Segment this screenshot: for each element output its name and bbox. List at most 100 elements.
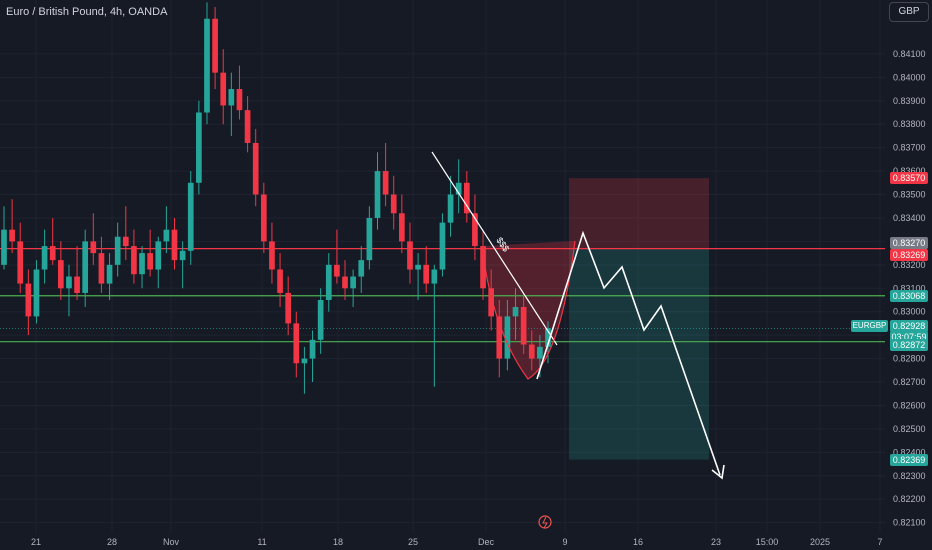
candle-body xyxy=(155,241,162,270)
candle-body xyxy=(382,171,389,195)
y-tick-label: 0.82800 xyxy=(893,354,926,364)
candle-body xyxy=(228,89,235,106)
candle-body xyxy=(455,182,462,195)
candle-body xyxy=(366,217,373,261)
y-tick-label: 0.84000 xyxy=(893,72,926,82)
candle-body xyxy=(66,276,72,289)
candle-body xyxy=(504,316,511,359)
flash-icon xyxy=(538,515,552,529)
x-tick-label: 28 xyxy=(107,537,117,547)
y-tick-label: 0.83900 xyxy=(893,96,926,106)
candle-body xyxy=(431,269,438,284)
candle-body xyxy=(212,18,218,73)
candle-body xyxy=(269,241,275,270)
candle-body xyxy=(512,307,519,317)
y-tick-label: 0.82200 xyxy=(893,494,926,504)
candle-body xyxy=(244,110,251,143)
candle-body xyxy=(334,264,340,277)
candle-body xyxy=(309,339,316,359)
candle-body xyxy=(488,288,495,317)
candle-body xyxy=(390,194,397,214)
candle-body xyxy=(187,182,194,251)
candle-body xyxy=(423,264,430,284)
price-badge: 0.82872 xyxy=(890,338,928,351)
candle-body xyxy=(277,269,283,293)
y-tick-label: 0.83600 xyxy=(893,166,926,176)
x-tick-label: Dec xyxy=(478,537,495,547)
y-tick-label: 0.83000 xyxy=(893,307,926,317)
x-tick-label: 18 xyxy=(333,537,343,547)
projection-path xyxy=(536,230,721,476)
currency-button[interactable]: GBP xyxy=(889,2,929,22)
candle-body xyxy=(480,246,486,289)
candle-body xyxy=(1,229,7,265)
candle-body xyxy=(545,328,551,347)
x-tick-label: Nov xyxy=(163,537,180,547)
x-tick-label: 15:00 xyxy=(756,537,779,547)
candle-body xyxy=(260,194,267,242)
candle-body xyxy=(74,276,80,293)
candlestick-series xyxy=(1,2,551,394)
candle-body xyxy=(163,229,170,242)
candle-body xyxy=(114,236,121,265)
candle-body xyxy=(252,142,259,195)
take-profit-zone xyxy=(569,248,709,460)
candle-body xyxy=(342,276,348,289)
candle-body xyxy=(293,323,300,364)
candle-body xyxy=(220,72,227,106)
price-badge: 0.83269 xyxy=(890,248,928,261)
candle-body xyxy=(204,18,210,113)
candle-body xyxy=(285,292,292,324)
candle-body xyxy=(496,316,503,359)
candle-body xyxy=(439,222,446,270)
candle-body xyxy=(49,246,56,261)
candle-body xyxy=(447,194,454,223)
x-tick-label: 23 xyxy=(711,537,721,547)
symbol-badge: EURGBP xyxy=(851,320,888,332)
price-badge: 0.82369 xyxy=(890,453,928,466)
candle-body xyxy=(399,213,405,242)
trade-zones xyxy=(482,178,709,460)
candle-body xyxy=(472,213,478,247)
chart-title: Euro / British Pound, 4h, OANDA xyxy=(6,6,168,18)
horizontal-lines xyxy=(0,248,885,343)
candle-body xyxy=(301,358,308,364)
x-tick-label: 2025 xyxy=(810,537,830,547)
x-tick-label: 7 xyxy=(877,537,882,547)
projection-arrowhead xyxy=(711,464,725,480)
candle-body xyxy=(317,299,324,340)
cup-arc xyxy=(481,240,576,380)
y-tick-label: 0.83700 xyxy=(893,143,926,153)
candle-body xyxy=(122,236,129,247)
y-tick-label: 0.84100 xyxy=(893,49,926,59)
candle-body xyxy=(358,260,365,277)
candle-body xyxy=(82,241,89,293)
candle-body xyxy=(407,241,413,270)
y-tick-label: 0.82500 xyxy=(893,424,926,434)
candle-body xyxy=(139,253,145,275)
x-tick-label: 25 xyxy=(408,537,418,547)
x-tick-label: 16 xyxy=(633,537,643,547)
candle-body xyxy=(350,276,356,289)
candle-body xyxy=(325,264,332,300)
candle-body xyxy=(17,241,24,284)
candle-body xyxy=(463,182,470,214)
candle-body xyxy=(415,264,421,270)
time-axis: 21 28 Nov 11 18 25 Dec 9 16 23 15:00 2025 7 xyxy=(31,537,883,547)
candle-body xyxy=(41,246,48,270)
price-badge: 0.83570 xyxy=(890,172,928,185)
price-badge: 0.83068 xyxy=(890,289,928,302)
y-tick-label: 0.83200 xyxy=(893,260,926,270)
x-tick-label: 9 xyxy=(562,537,567,547)
candle-body xyxy=(171,229,178,261)
y-tick-label: 0.82700 xyxy=(893,377,926,387)
trendline xyxy=(431,151,558,346)
price-badge: 0.83270 xyxy=(890,237,928,250)
candle-body xyxy=(147,253,153,270)
candle-body xyxy=(179,250,186,261)
candle-body xyxy=(106,264,113,284)
candle-body xyxy=(25,283,32,317)
candle-body xyxy=(528,344,535,359)
y-tick-label: 0.83100 xyxy=(893,283,926,293)
